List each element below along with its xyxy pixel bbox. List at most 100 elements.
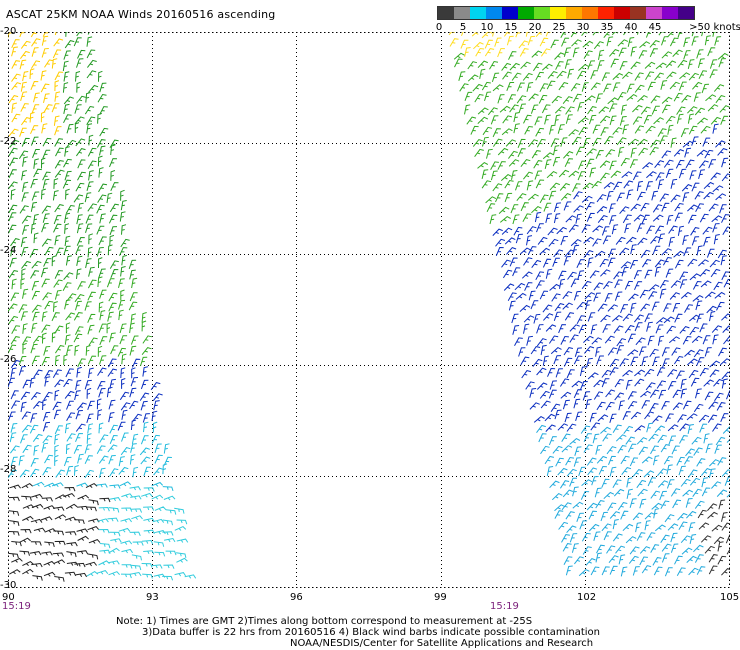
wind-barb [107,368,118,377]
wind-barb [578,126,588,136]
wind-barb [535,271,545,281]
wind-barb [560,137,568,147]
wind-barb [721,371,730,380]
wind-barb [709,369,720,378]
wind-barb [714,36,722,46]
wind-barb [107,444,118,453]
wind-barb [21,215,32,224]
wind-barb [693,544,704,553]
wind-barb [681,184,693,192]
wind-barb [99,467,106,478]
wind-barb [625,436,636,445]
wind-barb [707,503,718,512]
wind-barb [20,528,32,534]
wind-barb [572,183,581,193]
wind-barb [502,115,513,124]
wind-barb [42,399,47,411]
wind-barb [54,204,64,213]
wind-barb [540,48,551,57]
wind-barb [667,32,678,38]
wind-barb [689,273,701,281]
wind-barb [672,402,683,411]
wind-barb [139,447,150,456]
wind-barb [53,279,63,288]
wind-barb [506,82,515,91]
wind-barb [504,237,516,245]
wind-barb [482,126,493,136]
wind-barb [553,311,562,321]
wind-barb [564,412,572,423]
wind-barb [636,180,643,192]
wind-barb [609,413,617,423]
wind-barb [174,507,185,514]
wind-barb [66,542,78,547]
lat-label: -28 [0,464,17,475]
wind-barb [569,477,577,487]
wind-barb [66,293,77,302]
wind-barb [715,95,726,104]
wind-barb [85,561,97,567]
wind-barb [64,146,70,157]
wind-barb [626,477,633,488]
wind-barb [544,114,551,125]
wind-barb [614,378,624,388]
wind-barb-map [8,32,730,588]
wind-barb [99,289,107,299]
wind-barb [32,433,43,442]
wind-barb [720,255,727,266]
wind-barb [10,456,18,467]
wind-barb [548,335,559,344]
wind-barb [41,551,53,556]
wind-barb [541,63,553,71]
wind-barb [141,320,147,332]
wind-barb [30,223,37,234]
wind-barb [716,402,726,411]
wind-barb [654,524,666,532]
wind-barb [77,281,86,290]
wind-barb [536,338,547,347]
wind-barb [75,245,84,255]
wind-barb [545,268,553,279]
wind-barb [108,292,118,302]
wind-barb [630,302,637,313]
wind-barb [689,170,697,180]
wind-barb [544,455,555,465]
wind-barb [51,255,57,267]
wind-barb [618,554,626,565]
wind-barb [602,324,611,334]
wind-barb [526,235,533,246]
wind-barb [75,432,84,442]
wind-barb [464,104,471,115]
wind-barb [563,347,574,356]
wind-barb [121,353,127,365]
wind-barb [54,494,67,500]
wind-barb [706,248,715,258]
wind-barb [62,179,72,189]
wind-barb [607,97,619,105]
wind-barb [531,206,542,214]
wind-barb [587,257,594,268]
wind-barb [637,95,648,103]
wind-barb [484,39,493,49]
wind-barb [88,499,99,506]
wind-barb [499,215,511,223]
wind-barb [21,495,32,501]
wind-barb [121,432,129,442]
wind-barb [713,84,725,92]
color-scale-tick-label: 15 [504,22,518,33]
wind-barb [598,106,609,114]
wind-barb [43,93,50,104]
wind-barb [663,303,672,313]
wind-barb [30,178,38,189]
wind-barb [21,246,29,257]
wind-barb [54,425,63,435]
wind-barb [609,103,618,113]
wind-barb [721,214,730,223]
wind-barb [674,313,683,323]
wind-barb [630,411,642,420]
wind-barb [649,389,660,398]
wind-barb [721,157,729,168]
wind-barb [502,269,513,279]
wind-barb [634,378,645,387]
wind-barb [52,401,62,411]
